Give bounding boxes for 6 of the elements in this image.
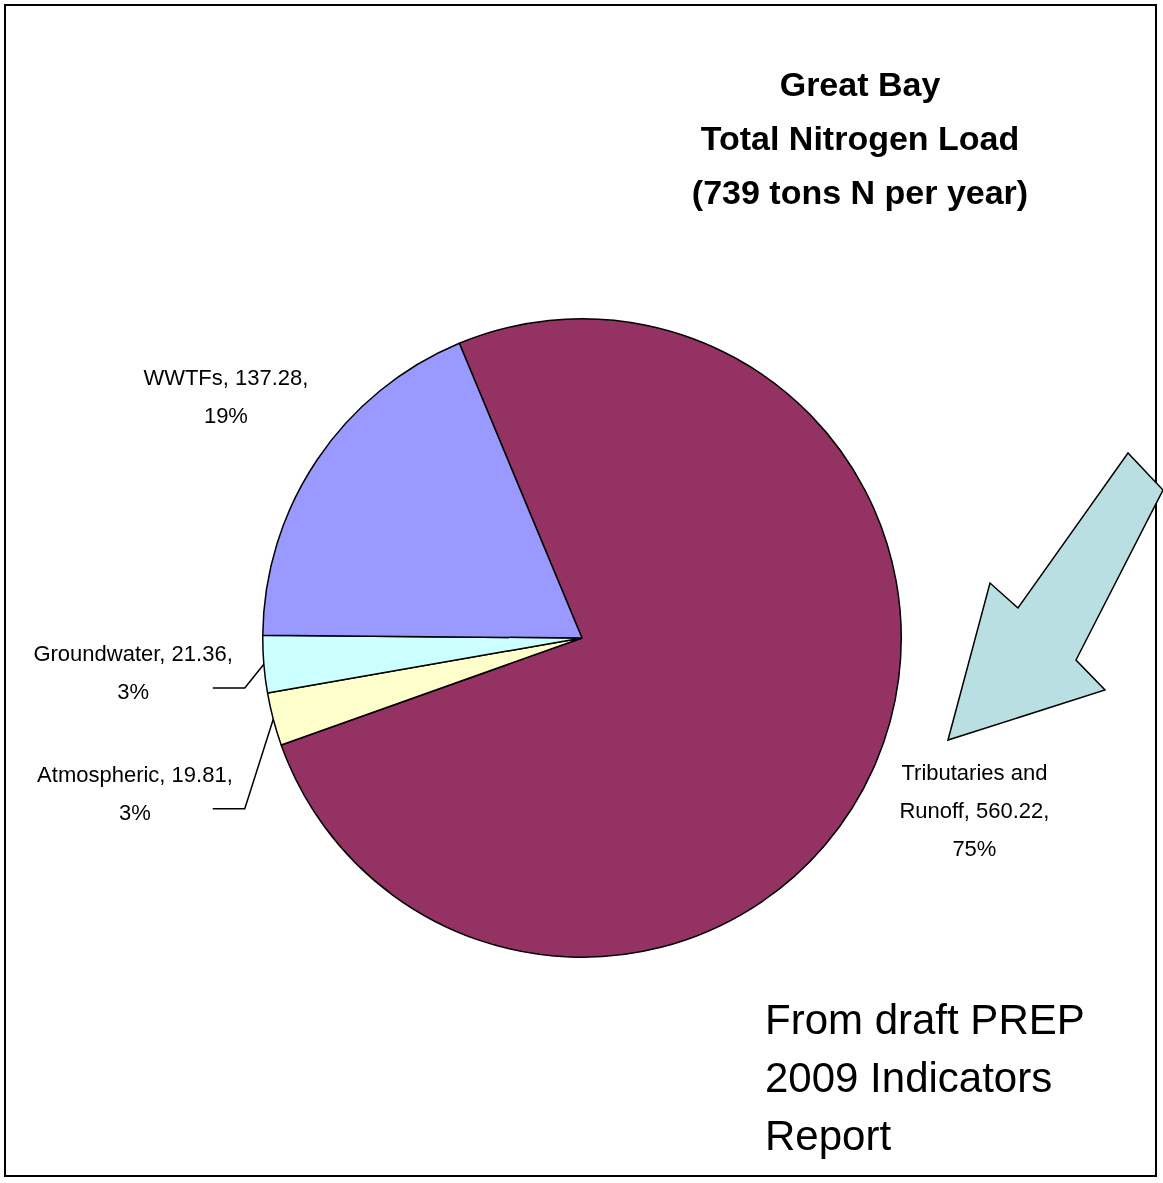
text: From draft PREP 2009 Indicators Report (765, 995, 1085, 1159)
slice-label: Atmospheric, 19.81, 3% (37, 761, 233, 825)
chart-title: Great Bay Total Nitrogen Load (739 tons N per year) (691, 65, 1029, 212)
slice-label: Groundwater, 21.36, 3% (33, 641, 233, 705)
slice-label: Tributaries and Runoff, 560.22, 75% (899, 760, 1050, 862)
slice-label: WWTFs, 137.28, 19% (143, 365, 309, 429)
